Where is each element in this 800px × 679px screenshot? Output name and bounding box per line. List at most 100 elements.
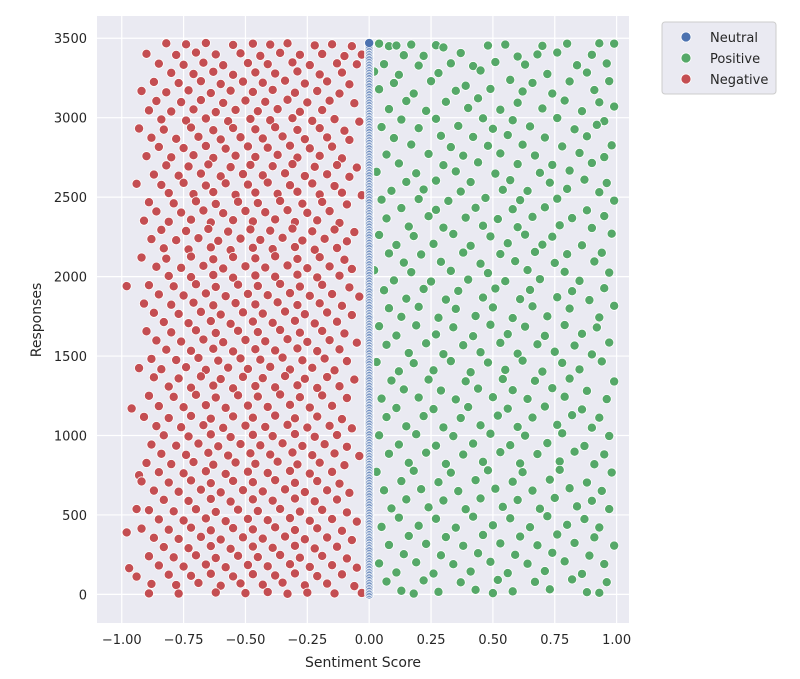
scatter-point-positive [495, 538, 506, 549]
scatter-point-negative [302, 587, 313, 598]
scatter-point-positive [552, 113, 563, 124]
scatter-point-negative [287, 223, 298, 234]
scatter-point-positive [594, 38, 605, 49]
scatter-point-negative [178, 402, 189, 413]
scatter-point-negative [228, 346, 239, 357]
scatter-point-positive [428, 568, 439, 579]
scatter-point-positive [557, 428, 568, 439]
scatter-point-positive [512, 348, 523, 359]
scatter-point-negative [176, 262, 187, 273]
scatter-point-negative [324, 420, 335, 431]
scatter-point-negative [324, 335, 335, 346]
scatter-point-negative [346, 41, 357, 52]
scatter-point-negative [228, 411, 239, 422]
scatter-point-positive [591, 322, 602, 333]
scatter-point-negative [176, 336, 187, 347]
scatter-point-positive [487, 302, 498, 313]
scatter-point-positive [547, 547, 558, 558]
scatter-point-negative [173, 170, 184, 181]
scatter-point-positive [502, 329, 513, 340]
scatter-point-positive [512, 159, 523, 170]
scatter-point-positive [574, 147, 585, 158]
scatter-point-negative [233, 390, 244, 401]
scatter-point-positive [599, 283, 610, 294]
scatter-point-negative [336, 187, 347, 198]
scatter-point-negative [332, 160, 343, 171]
scatter-point-positive [475, 258, 486, 269]
scatter-point-negative [255, 234, 266, 245]
scatter-point-positive [586, 222, 597, 233]
scatter-point-positive [416, 484, 427, 495]
scatter-point-negative [282, 260, 293, 271]
scatter-point-negative [332, 541, 343, 552]
scatter-point-positive [507, 204, 518, 215]
scatter-point-positive [376, 521, 387, 532]
scatter-point-negative [250, 253, 261, 264]
scatter-point-negative [282, 588, 293, 599]
scatter-point-positive [586, 422, 597, 433]
scatter-point-negative [312, 346, 323, 357]
scatter-point-negative [171, 440, 182, 451]
scatter-point-negative [270, 122, 281, 133]
scatter-point-negative [312, 571, 323, 582]
scatter-point-negative [158, 542, 169, 553]
scatter-point-negative [215, 487, 226, 498]
scatter-point-positive [599, 211, 610, 222]
y-tick-label: 2500 [54, 191, 87, 206]
scatter-point-negative [193, 577, 204, 588]
scatter-point-negative [294, 506, 305, 517]
scatter-point-positive [381, 149, 392, 160]
scatter-point-positive [448, 559, 459, 570]
scatter-point-negative [158, 243, 169, 254]
scatter-point-negative [208, 300, 219, 311]
scatter-point-positive [438, 42, 449, 53]
scatter-point-negative [139, 298, 150, 309]
scatter-point-negative [225, 85, 236, 96]
scatter-point-positive [406, 39, 417, 50]
scatter-point-negative [332, 58, 343, 69]
scatter-point-negative [260, 207, 271, 218]
scatter-point-negative [292, 186, 303, 197]
scatter-point-positive [596, 356, 607, 367]
scatter-point-negative [210, 392, 221, 403]
y-tick-label: 1500 [54, 350, 87, 365]
scatter-point-negative [275, 503, 286, 514]
scatter-point-positive [465, 566, 476, 577]
scatter-point-negative [245, 448, 256, 459]
scatter-point-negative [193, 131, 204, 142]
scatter-point-positive [594, 412, 605, 423]
scatter-point-negative [294, 49, 305, 60]
scatter-point-negative [332, 494, 343, 505]
scatter-point-negative [146, 439, 157, 450]
scatter-point-negative [354, 450, 365, 461]
scatter-point-negative [336, 569, 347, 580]
scatter-point-negative [307, 362, 318, 373]
scatter-point-negative [349, 98, 360, 109]
scatter-point-negative [260, 262, 271, 273]
scatter-point-positive [433, 312, 444, 323]
scatter-point-negative [183, 543, 194, 554]
scatter-point-positive [465, 240, 476, 251]
scatter-point-negative [262, 401, 273, 412]
scatter-point-positive [554, 220, 565, 231]
scatter-point-positive [559, 391, 570, 402]
scatter-point-positive [529, 576, 540, 587]
scatter-point-positive [396, 203, 407, 214]
scatter-point-negative [208, 380, 219, 391]
scatter-point-negative [250, 381, 261, 392]
scatter-point-negative [351, 162, 362, 173]
scatter-point-negative [220, 468, 231, 479]
scatter-point-negative [252, 391, 263, 402]
scatter-point-negative [178, 290, 189, 301]
scatter-point-negative [158, 317, 169, 328]
scatter-point-negative [339, 328, 350, 339]
scatter-point-positive [411, 557, 422, 568]
scatter-point-negative [168, 552, 179, 563]
scatter-point-positive [497, 501, 508, 512]
scatter-point-negative [195, 371, 206, 382]
scatter-point-negative [280, 371, 291, 382]
scatter-point-positive [421, 338, 432, 349]
y-tick-label: 3500 [54, 32, 87, 47]
scatter-point-positive [406, 267, 417, 278]
scatter-point-positive [572, 501, 583, 512]
